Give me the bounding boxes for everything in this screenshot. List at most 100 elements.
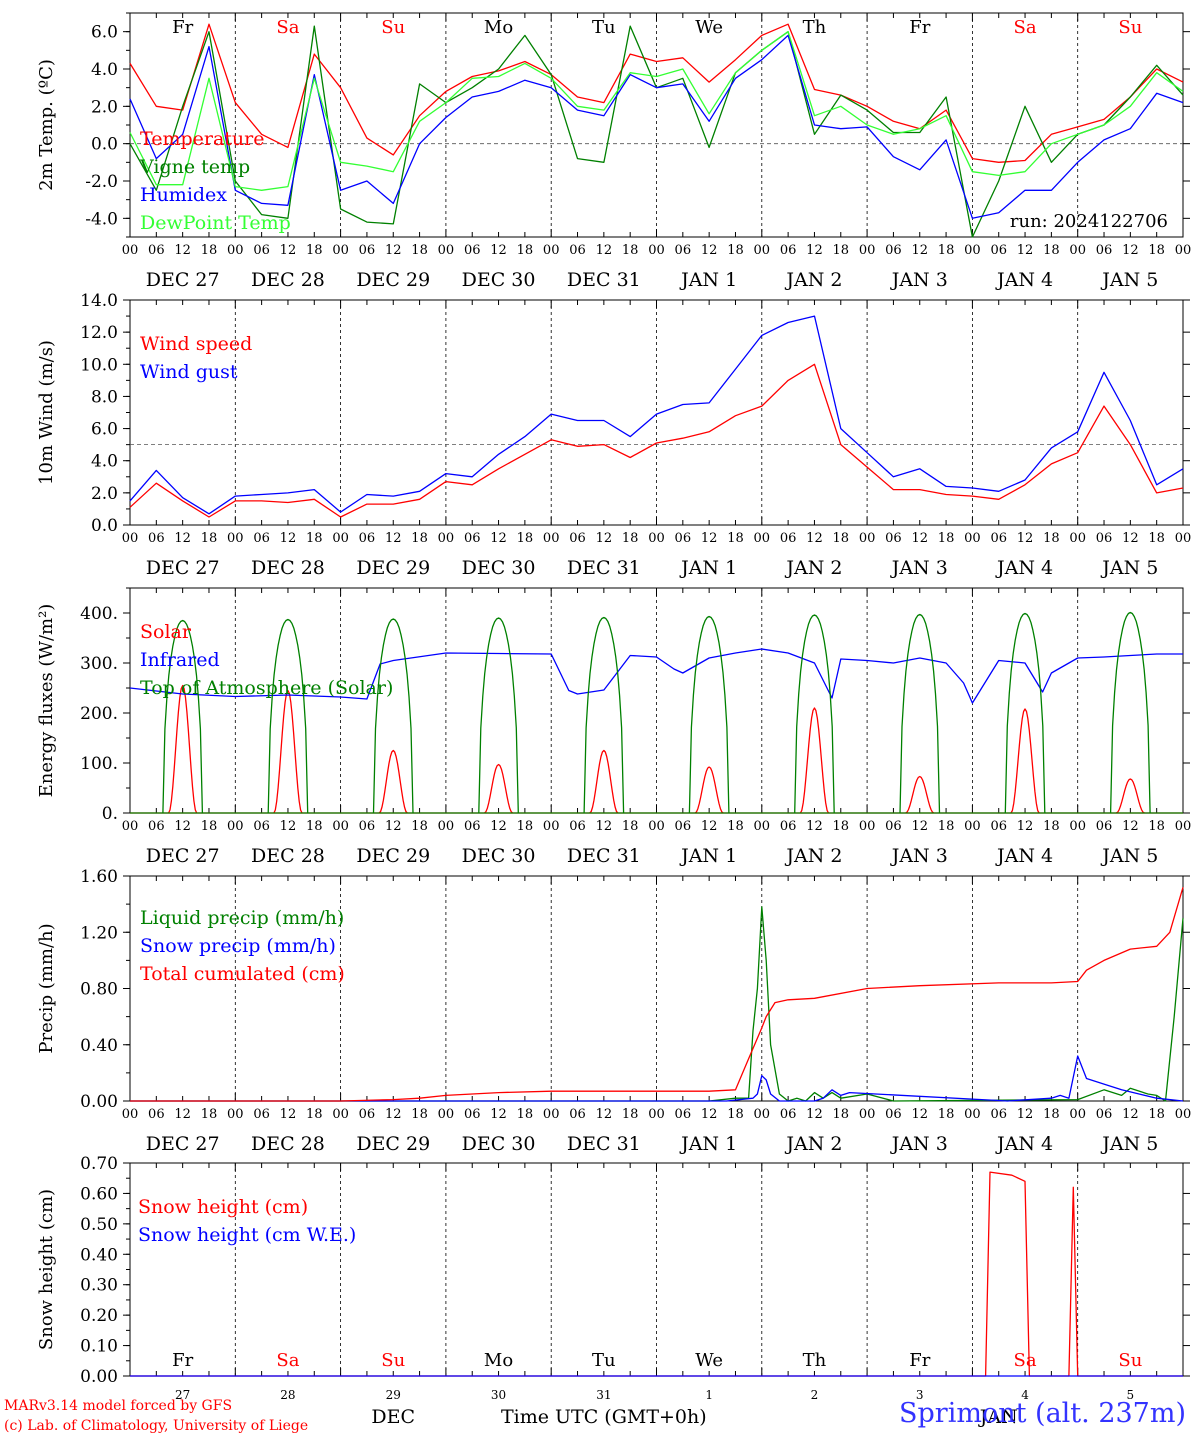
month-label: JAN xyxy=(978,1406,1018,1428)
run-annotation: run: 2024122706 xyxy=(1010,211,1168,232)
weekday-label: Fr xyxy=(172,1350,193,1371)
hour-tick-label: 00 xyxy=(227,819,244,834)
y-tick-label: 300. xyxy=(80,654,118,674)
y-tick-label: 0.40 xyxy=(80,1036,118,1056)
hour-tick-label: 12 xyxy=(596,1107,613,1122)
series-top-of-atmosphere-solar-day xyxy=(1004,612,1046,814)
y-tick-label: 200. xyxy=(80,704,118,724)
hour-tick-label: 12 xyxy=(911,531,928,546)
series-solar-day xyxy=(1010,708,1040,814)
date-label: JAN 5 xyxy=(1100,845,1158,867)
date-label: JAN 1 xyxy=(679,557,737,579)
hour-tick-label: 18 xyxy=(833,531,850,546)
hour-tick-label: 18 xyxy=(306,819,323,834)
hour-tick-label: 00 xyxy=(754,1107,771,1122)
legend-wind-gust: Wind gust xyxy=(140,361,238,383)
date-label: DEC 28 xyxy=(251,1133,325,1155)
weekday-label: Th xyxy=(803,1350,827,1371)
hour-tick-label: 00 xyxy=(332,531,349,546)
series-solar-day xyxy=(168,684,198,814)
series-top-of-atmosphere-solar-day xyxy=(583,616,625,814)
y-axis-label: 2m Temp. (ºC) xyxy=(36,59,57,191)
legend-infrared: Infrared xyxy=(140,649,220,671)
hour-tick-label: 12 xyxy=(385,819,402,834)
hour-tick-label: 00 xyxy=(859,531,876,546)
date-label: DEC 30 xyxy=(462,845,536,867)
hour-tick-label: 12 xyxy=(385,1107,402,1122)
hour-tick-label: 00 xyxy=(648,531,665,546)
legend-vigne-temp: Vigne temp xyxy=(139,156,250,178)
date-label: DEC 27 xyxy=(146,557,220,579)
y-tick-label: 0.00 xyxy=(80,1092,118,1112)
hour-tick-label: 06 xyxy=(148,243,165,258)
hour-tick-label: 00 xyxy=(438,243,455,258)
hour-tick-label: 06 xyxy=(253,531,270,546)
hour-tick-label: 12 xyxy=(596,531,613,546)
day-number-label: 28 xyxy=(280,1388,295,1402)
hour-tick-label: 18 xyxy=(727,243,744,258)
hour-tick-label: 18 xyxy=(1148,243,1165,258)
hour-tick-label: 18 xyxy=(201,819,218,834)
hour-tick-label: 18 xyxy=(622,1107,639,1122)
hour-tick-label: 06 xyxy=(253,1107,270,1122)
y-tick-label: 1.20 xyxy=(80,923,118,943)
day-number-label: 3 xyxy=(916,1388,924,1402)
hour-tick-label: 12 xyxy=(1017,819,1034,834)
day-number-label: 4 xyxy=(1021,1388,1029,1402)
hour-tick-label: 18 xyxy=(306,243,323,258)
legend-snow-height-cm: Snow height (cm) xyxy=(138,1196,308,1218)
y-tick-label: 14.0 xyxy=(80,291,118,311)
hour-tick-label: 12 xyxy=(806,819,823,834)
y-tick-label: 0.0 xyxy=(91,135,118,155)
series-humidex xyxy=(129,34,1184,219)
hour-tick-label: 12 xyxy=(701,819,718,834)
hour-tick-label: 12 xyxy=(280,819,297,834)
y-tick-label: 0.0 xyxy=(91,516,118,536)
date-label: JAN 3 xyxy=(890,269,948,291)
legend-solar: Solar xyxy=(140,621,192,643)
date-label: JAN 2 xyxy=(784,1133,842,1155)
hour-tick-label: 18 xyxy=(411,531,428,546)
hour-tick-label: 00 xyxy=(227,531,244,546)
date-label: JAN 5 xyxy=(1100,269,1158,291)
hour-tick-label: 06 xyxy=(359,531,376,546)
hour-tick-label: 00 xyxy=(227,1107,244,1122)
hour-tick-label: 00 xyxy=(754,243,771,258)
y-axis-label: Snow height (cm) xyxy=(36,1189,57,1350)
hour-tick-label: 18 xyxy=(833,1107,850,1122)
hour-tick-label: 18 xyxy=(201,243,218,258)
hour-tick-label: 06 xyxy=(780,531,797,546)
hour-tick-label: 06 xyxy=(885,819,902,834)
hour-tick-label: 06 xyxy=(569,243,586,258)
hour-tick-label: 00 xyxy=(964,1107,981,1122)
hour-tick-label: 18 xyxy=(1148,1107,1165,1122)
hour-tick-label: 12 xyxy=(911,819,928,834)
hour-tick-label: 00 xyxy=(1175,531,1192,546)
y-axis-label: Precip (mm/h) xyxy=(36,923,57,1053)
weekday-label: Tu xyxy=(592,17,616,38)
series-snow-precip-mm-h xyxy=(130,1055,1184,1102)
date-label: DEC 29 xyxy=(356,1133,430,1155)
series-liquid-precip-mm-h xyxy=(130,906,1184,1102)
date-label: JAN 5 xyxy=(1100,557,1158,579)
hour-tick-label: 12 xyxy=(174,1107,191,1122)
date-label: DEC 27 xyxy=(146,269,220,291)
hour-tick-label: 12 xyxy=(806,243,823,258)
hour-tick-label: 00 xyxy=(964,531,981,546)
station-name: Sprimont (alt. 237m) xyxy=(899,1398,1186,1429)
hour-tick-label: 18 xyxy=(306,1107,323,1122)
legend-total-cumulated-cm: Total cumulated (cm) xyxy=(140,963,345,985)
hour-tick-label: 12 xyxy=(280,531,297,546)
hour-tick-label: 06 xyxy=(885,243,902,258)
y-tick-label: 2.0 xyxy=(91,484,118,504)
hour-tick-label: 18 xyxy=(411,819,428,834)
hour-tick-label: 06 xyxy=(569,1107,586,1122)
legend-liquid-precip-mm-h: Liquid precip (mm/h) xyxy=(140,907,344,929)
hour-tick-label: 00 xyxy=(332,1107,349,1122)
hour-tick-label: 18 xyxy=(1043,243,1060,258)
y-tick-label: 0.30 xyxy=(80,1276,118,1296)
hour-tick-label: 12 xyxy=(490,243,507,258)
hour-tick-label: 00 xyxy=(438,531,455,546)
hour-tick-label: 06 xyxy=(569,819,586,834)
date-label: DEC 29 xyxy=(356,845,430,867)
